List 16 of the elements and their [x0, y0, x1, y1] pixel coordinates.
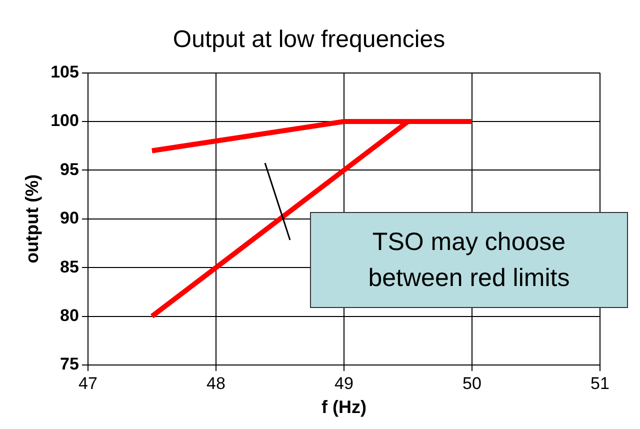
y-tick-label: 85: [60, 257, 79, 276]
y-tick-label: 95: [60, 160, 79, 179]
x-tick-label: 51: [590, 374, 610, 393]
chart-title: Output at low frequencies: [172, 26, 446, 54]
x-tick-label: 47: [78, 374, 98, 393]
y-tick-label: 100: [50, 111, 79, 130]
x-tick-label: 48: [206, 374, 226, 393]
y-tick-label: 105: [50, 62, 79, 82]
x-tick-label: 50: [462, 374, 482, 393]
y-tick-label: 75: [60, 354, 79, 374]
annotation: TSO may choose between red limits: [310, 212, 628, 308]
x-tick-label: 49: [334, 374, 354, 393]
y-tick-label: 80: [60, 306, 79, 325]
y-tick-label: 90: [60, 208, 79, 228]
y-axis-title: output (%): [22, 174, 42, 264]
x-axis-title: f (Hz): [321, 397, 366, 418]
